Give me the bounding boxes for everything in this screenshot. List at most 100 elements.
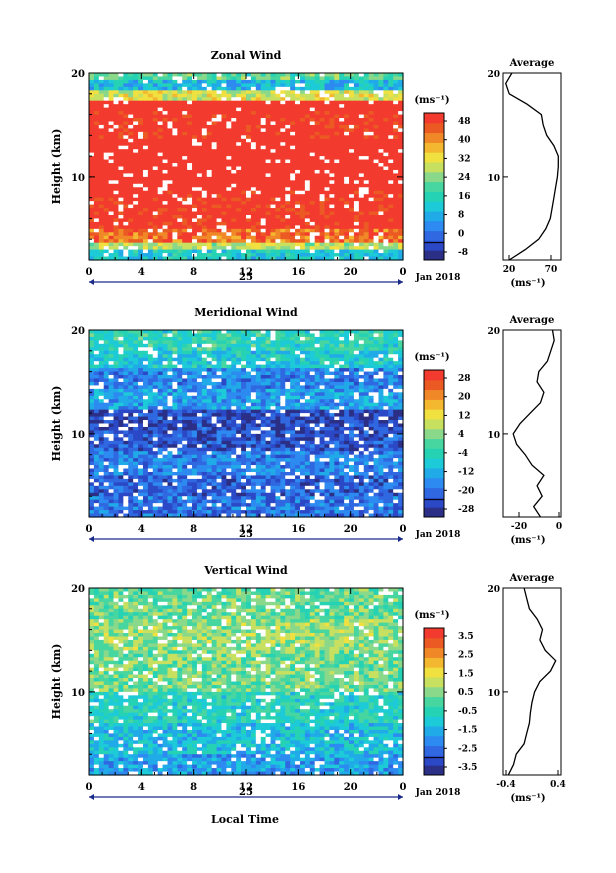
heatmap-cell [304, 131, 311, 136]
heatmap-cell [167, 166, 174, 171]
heatmap-cell [285, 249, 291, 254]
heatmap-cell [334, 239, 340, 244]
heatmap-cell [344, 330, 350, 335]
heatmap-cell [260, 176, 267, 181]
heatmap-cell [373, 97, 380, 102]
heatmap-cell [216, 131, 223, 136]
heatmap-cell [211, 388, 218, 393]
heatmap-cell [363, 131, 370, 136]
date-axis-arrow [89, 279, 94, 285]
heatmap-cell [339, 131, 345, 136]
heatmap-cell [133, 201, 139, 206]
heatmap-cell [260, 336, 267, 341]
heatmap-cell [187, 385, 193, 390]
heatmap-cell [103, 228, 110, 233]
heatmap-cell [196, 225, 203, 230]
heatmap-cell [349, 214, 355, 220]
heatmap-cell [363, 204, 370, 209]
heatmap-cell [398, 100, 404, 105]
heatmap-cell [177, 385, 183, 390]
heatmap-cell [383, 333, 389, 338]
heatmap-cell [142, 371, 149, 376]
heatmap-cell [344, 208, 350, 213]
heatmap-cell [162, 190, 169, 195]
heatmap-cell [147, 131, 154, 136]
heatmap-cell [275, 169, 281, 175]
heatmap-cell [299, 256, 306, 261]
heatmap-cell [167, 149, 174, 154]
heatmap-cell [177, 86, 183, 91]
heatmap-cell [393, 156, 399, 161]
heatmap-cell [147, 194, 154, 199]
heatmap-cell [383, 399, 389, 404]
heatmap-cell [182, 388, 188, 393]
heatmap-cell [393, 111, 399, 116]
heatmap-cell [319, 221, 326, 226]
heatmap-cell [290, 90, 296, 95]
heatmap-cell [157, 180, 164, 185]
heatmap-cell [201, 239, 208, 244]
heatmap-cell [290, 392, 296, 397]
x-tick-label: 0 [86, 267, 93, 278]
heatmap-cell [260, 97, 267, 102]
heatmap-cell [255, 190, 262, 195]
heatmap-cell [103, 343, 110, 348]
heatmap-cell [221, 375, 227, 380]
heatmap-cell [172, 156, 178, 161]
heatmap-cell [393, 176, 399, 181]
heatmap-cell [344, 194, 350, 199]
date-label: Jan 2018 [415, 273, 461, 283]
heatmap-cell [98, 90, 105, 95]
heatmap-cell [339, 173, 345, 178]
heatmap-cell [157, 169, 164, 175]
heatmap-cell [172, 392, 178, 397]
heatmap-cell [270, 156, 277, 161]
heatmap-cell [309, 121, 316, 126]
heatmap-cell [241, 204, 247, 209]
heatmap-cell [383, 402, 389, 407]
heatmap-cell [295, 221, 301, 226]
heatmap-cell [113, 399, 120, 404]
heatmap-cell [344, 90, 350, 95]
heatmap-cell [128, 221, 134, 226]
heatmap-cell [103, 86, 110, 91]
heatmap-cell [363, 228, 370, 233]
heatmap-cell [368, 76, 375, 81]
heatmap-cell [187, 371, 193, 376]
heatmap-cell [98, 190, 105, 195]
heatmap-cell [270, 249, 277, 254]
heatmap-cell [368, 83, 375, 88]
heatmap-cell [211, 114, 218, 119]
heatmap-cell [167, 239, 174, 244]
heatmap-cell [295, 93, 301, 98]
heatmap-cell [250, 100, 257, 105]
heatmap-cell [285, 121, 291, 126]
heatmap-cell [211, 138, 218, 143]
heatmap-cell [162, 201, 169, 206]
heatmap-cell [98, 214, 105, 220]
heatmap-cell [290, 218, 296, 223]
heatmap-cell [162, 333, 169, 338]
heatmap-cell [128, 239, 134, 244]
heatmap-cell [89, 208, 95, 213]
heatmap-cell [182, 79, 188, 84]
heatmap-cell [285, 330, 291, 335]
heatmap-cell [241, 187, 247, 192]
heatmap-cell [349, 256, 355, 261]
heatmap-cell [216, 371, 223, 376]
heatmap-cell [349, 381, 355, 386]
heatmap-cell [172, 343, 178, 348]
heatmap-cell [221, 152, 227, 157]
heatmap-cell [133, 131, 139, 136]
heatmap-cell [280, 336, 286, 341]
heatmap-cell [368, 225, 375, 230]
heatmap-cell [172, 340, 178, 345]
heatmap-cell [98, 211, 105, 216]
heatmap-cell [157, 183, 164, 188]
heatmap-cell [138, 364, 144, 369]
heatmap-cell [388, 208, 394, 213]
heatmap-cell [133, 333, 139, 338]
heatmap-cell [162, 156, 169, 161]
heatmap-cell [147, 145, 154, 150]
heatmap-cell [142, 176, 149, 181]
